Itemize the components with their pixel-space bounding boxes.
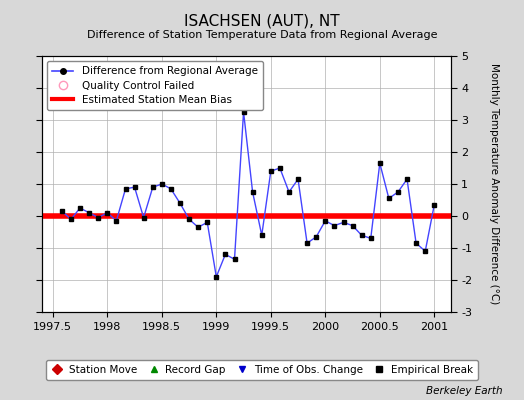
Text: Berkeley Earth: Berkeley Earth bbox=[427, 386, 503, 396]
Y-axis label: Monthly Temperature Anomaly Difference (°C): Monthly Temperature Anomaly Difference (… bbox=[489, 63, 499, 305]
Text: ISACHSEN (AUT), NT: ISACHSEN (AUT), NT bbox=[184, 14, 340, 29]
Text: Difference of Station Temperature Data from Regional Average: Difference of Station Temperature Data f… bbox=[87, 30, 437, 40]
Legend: Station Move, Record Gap, Time of Obs. Change, Empirical Break: Station Move, Record Gap, Time of Obs. C… bbox=[46, 360, 478, 380]
Legend: Difference from Regional Average, Quality Control Failed, Estimated Station Mean: Difference from Regional Average, Qualit… bbox=[47, 61, 263, 110]
